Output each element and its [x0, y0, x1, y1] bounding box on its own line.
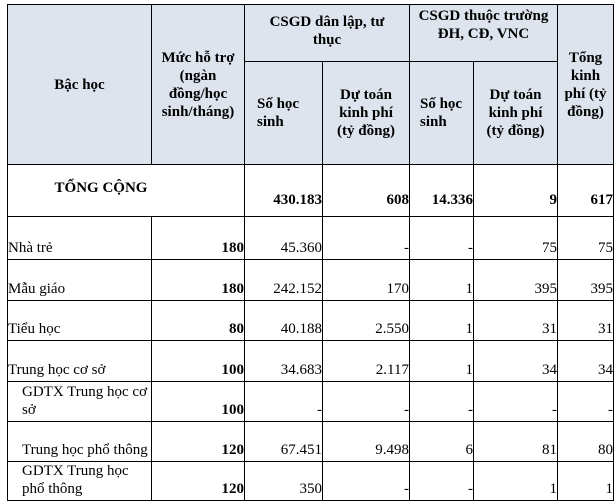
total-private-budget: 608 [322, 164, 410, 217]
row-private-budget: - [322, 381, 410, 422]
row-univ-budget: 34 [473, 340, 558, 382]
row-private-students: 242.152 [244, 259, 323, 301]
row-total-budget: 34 [557, 340, 614, 382]
header-total-budget: Tổng kinh phí (tỷ đồng) [557, 4, 614, 165]
row-private-budget: 2.550 [322, 300, 410, 341]
row-private-budget: - [322, 461, 410, 501]
row-private-students: 34.683 [244, 340, 323, 382]
row-univ-students: 6 [409, 421, 474, 462]
row-support: 180 [151, 259, 245, 301]
row-level: GDTX Trung học cơ sở [7, 381, 152, 422]
table-row: Trung học cơ sở 100 34.683 2.117 1 34 34 [7, 340, 614, 382]
row-support: 180 [151, 216, 245, 260]
row-univ-students: - [409, 216, 474, 260]
row-total-budget: - [557, 381, 614, 422]
row-total-budget: 395 [557, 259, 614, 301]
total-univ-students: 14.336 [409, 164, 474, 217]
row-private-students: 45.360 [244, 216, 323, 260]
header-private-budget: Dự toán kinh phí (tỷ đồng) [322, 61, 410, 165]
row-support: 120 [151, 421, 245, 462]
row-level: GDTX Trung học phổ thông [7, 461, 152, 501]
row-total-budget: 80 [557, 421, 614, 462]
header-support: Mức hỗ trợ (ngàn đồng/học sinh/tháng) [151, 4, 245, 165]
table-row: Tiểu học 80 40.188 2.550 1 31 31 [7, 300, 614, 341]
row-univ-budget: 31 [473, 300, 558, 341]
row-private-students: 40.188 [244, 300, 323, 341]
table-row: GDTX Trung học phổ thông 120 350 - - 1 1 [7, 461, 614, 501]
row-univ-students: - [409, 381, 474, 422]
table-row: Mẫu giáo 180 242.152 170 1 395 395 [7, 259, 614, 301]
row-univ-students: 1 [409, 340, 474, 382]
header-university-group: CSGD thuộc trường ĐH, CĐ, VNC [409, 4, 558, 62]
table-row: Trung học phổ thông 120 67.451 9.498 6 8… [7, 421, 614, 462]
row-univ-students: 1 [409, 259, 474, 301]
header-univ-budget: Dự toán kinh phí (tỷ đồng) [473, 61, 558, 165]
header-row-2: Số học sinh Dự toán kinh phí (tỷ đồng) S… [8, 61, 614, 165]
row-support: 100 [151, 381, 245, 422]
table-row: Nhà trẻ 180 45.360 - - 75 75 [7, 216, 614, 260]
header-row-1: Bậc học Mức hỗ trợ (ngàn đồng/học sinh/t… [7, 4, 614, 165]
row-private-budget: 2.117 [322, 340, 410, 382]
row-private-students: - [244, 381, 323, 422]
total-row: TỔNG CỘNG 430.183 608 14.336 9 617 [7, 164, 614, 217]
row-private-budget: - [322, 216, 410, 260]
support-budget-table: Bậc học Mức hỗ trợ (ngàn đồng/học sinh/t… [7, 4, 614, 501]
row-total-budget: 75 [557, 216, 614, 260]
row-level: Trung học phổ thông [7, 421, 152, 462]
row-support: 80 [151, 300, 245, 341]
row-level: Trung học cơ sở [7, 340, 152, 382]
row-support: 100 [151, 340, 245, 382]
row-private-students: 350 [244, 461, 323, 501]
row-level: Tiểu học [7, 300, 152, 341]
row-univ-students: - [409, 461, 474, 501]
row-support: 120 [151, 461, 245, 501]
header-private-students: Số học sinh [244, 61, 323, 165]
row-univ-budget: 395 [473, 259, 558, 301]
table-row: GDTX Trung học cơ sở 100 - - - - - [7, 381, 614, 422]
row-univ-budget: 75 [473, 216, 558, 260]
row-level: Nhà trẻ [7, 216, 152, 260]
row-univ-budget: - [473, 381, 558, 422]
row-private-budget: 9.498 [322, 421, 410, 462]
header-level: Bậc học [7, 4, 152, 165]
row-level: Mẫu giáo [7, 259, 152, 301]
header-private-group: CSGD dân lập, tư thục [244, 4, 410, 62]
header-univ-students: Số học sinh [409, 61, 474, 165]
row-private-budget: 170 [322, 259, 410, 301]
row-univ-budget: 81 [473, 421, 558, 462]
total-private-students: 430.183 [244, 164, 323, 217]
total-total-budget: 617 [557, 164, 614, 217]
row-univ-students: 1 [409, 300, 474, 341]
row-univ-budget: 1 [473, 461, 558, 501]
total-univ-budget: 9 [473, 164, 558, 217]
row-total-budget: 31 [557, 300, 614, 341]
row-total-budget: 1 [557, 461, 614, 501]
total-label: TỔNG CỘNG [7, 164, 245, 217]
row-private-students: 67.451 [244, 421, 323, 462]
